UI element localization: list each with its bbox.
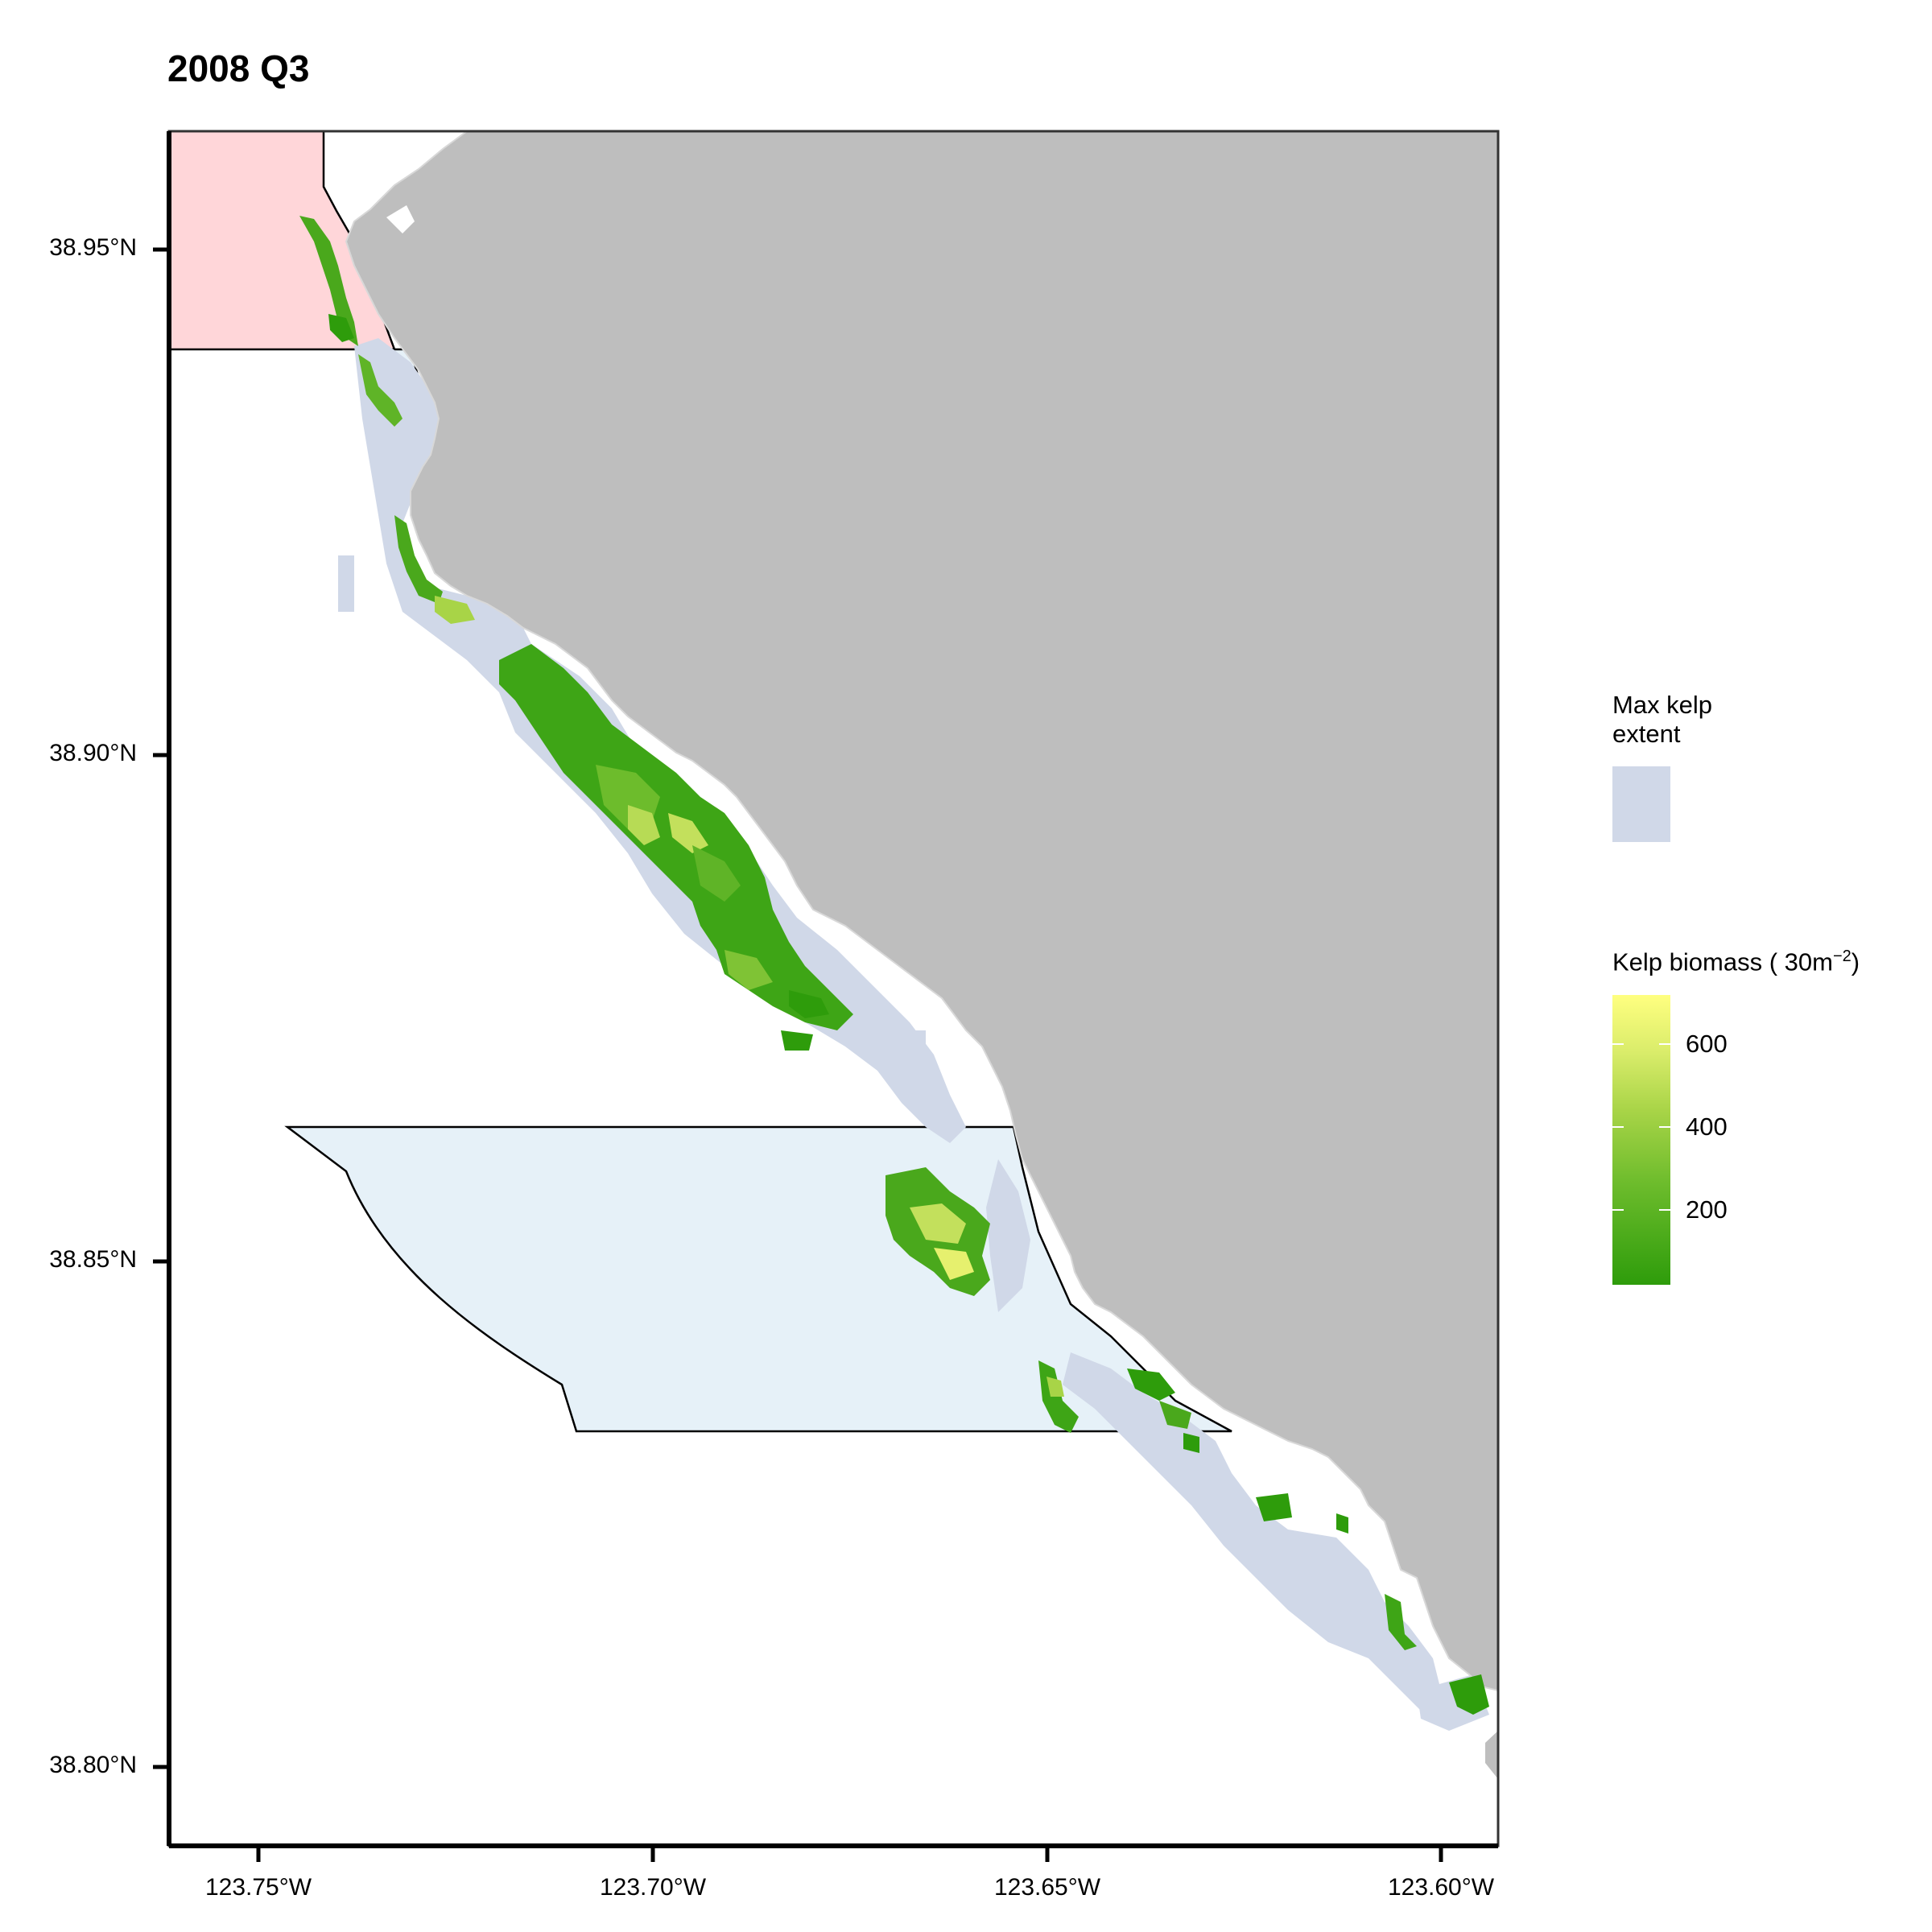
x-tick-label: 123.70°W (599, 1874, 707, 1901)
y-tick-label: 38.85°N (49, 1246, 137, 1273)
kelp-extent-layer (338, 338, 1489, 1731)
x-tick-label: 123.65°W (993, 1874, 1101, 1901)
legend-extent-title: Max kelp extent (1612, 691, 1712, 749)
x-tick-label: 123.60°W (1387, 1874, 1495, 1901)
x-axis-ticks (256, 1846, 1443, 1862)
kelp-biomass-layer (299, 216, 1489, 1715)
legend-extent-title-line1: Max kelp (1612, 691, 1713, 719)
legend-extent-title-line2: extent (1612, 720, 1681, 748)
legend-biomass-colorbar (1612, 995, 1670, 1285)
map-title: 2008 Q3 (167, 47, 310, 89)
land-inlet (386, 205, 415, 233)
land-south-tip (1485, 1731, 1498, 1779)
legend-colorbar-ticks (1612, 1043, 1670, 1211)
y-tick-label: 38.90°N (49, 740, 137, 766)
x-tick-label: 123.75°W (204, 1874, 312, 1901)
y-tick-label: 38.95°N (49, 234, 137, 261)
legend-biomass-unit: ( 30m (1769, 947, 1833, 976)
legend-biomass-title: Kelp biomass ( 30m−2) (1612, 942, 1860, 976)
land-area (345, 131, 1498, 1692)
legend-biomass-exponent: −2 (1832, 947, 1852, 965)
y-axis-ticks (153, 247, 169, 1769)
legend-tick-label: 200 (1686, 1195, 1728, 1224)
y-tick-label: 38.80°N (49, 1752, 137, 1778)
legend-biomass-label: Kelp biomass (1612, 947, 1763, 976)
legend-extent-swatch (1612, 766, 1670, 842)
legend-tick-label: 600 (1686, 1030, 1728, 1058)
legend-tick-label: 400 (1686, 1113, 1728, 1141)
legend-biomass-close: ) (1851, 947, 1860, 976)
